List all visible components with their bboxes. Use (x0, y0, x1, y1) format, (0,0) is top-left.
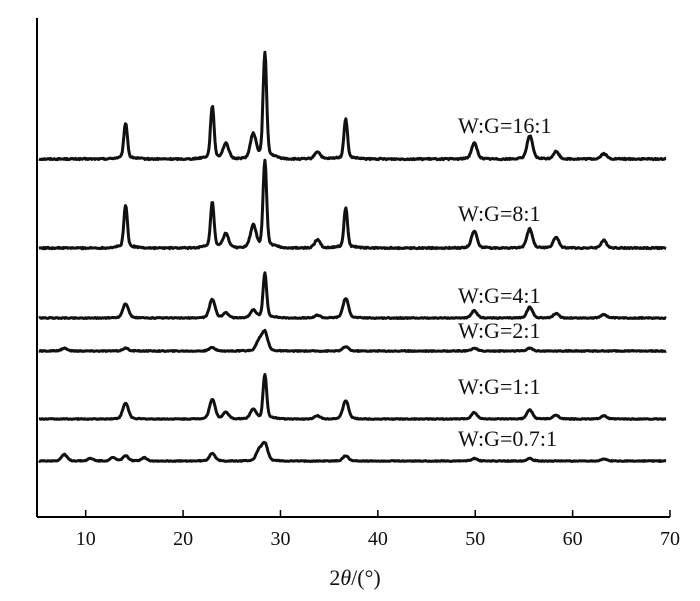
series-labels: W:G=16:1 W:G=8:1 W:G=4:1 W:G=2:1 W:G=1:1 W:G=… (458, 113, 557, 451)
x-axis-title-prefix: 2 (329, 565, 340, 590)
series-line (38, 373, 667, 421)
axes (36, 18, 670, 518)
series-line (38, 440, 667, 463)
x-axis-title: 2θ/(°) (329, 565, 380, 590)
series-layer (38, 50, 667, 463)
series-line (38, 50, 667, 162)
x-tick-label: 30 (270, 528, 290, 550)
series-label: W:G=0.7:1 (458, 426, 557, 451)
x-tick-label: 20 (173, 528, 193, 550)
series-line (38, 158, 667, 251)
series-label: W:G=4:1 (458, 283, 540, 308)
x-tick-label: 40 (368, 528, 388, 550)
x-tick-label: 50 (465, 528, 485, 550)
x-ticks: 10 20 30 40 50 60 70 (76, 510, 680, 550)
series-label: W:G=8:1 (458, 201, 540, 226)
series-label: W:G=2:1 (458, 318, 540, 343)
series-label: W:G=16:1 (458, 113, 551, 138)
x-axis-title-suffix: /(°) (351, 565, 381, 590)
series-label: W:G=1:1 (458, 374, 540, 399)
x-axis-title-symbol: θ (340, 565, 351, 590)
series-line (38, 271, 667, 320)
series-line (38, 328, 667, 353)
x-tick-label: 10 (76, 528, 96, 550)
x-tick-label: 60 (563, 528, 583, 550)
x-tick-label: 70 (660, 528, 680, 550)
